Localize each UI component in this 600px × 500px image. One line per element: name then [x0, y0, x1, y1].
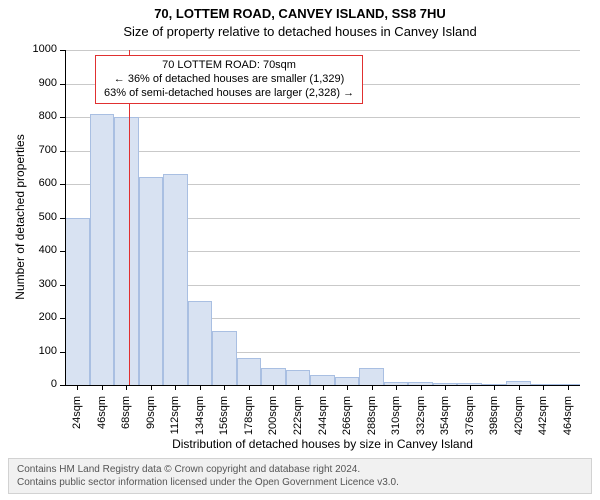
ytick-label: 1000	[0, 43, 57, 55]
annotation-line: 70 LOTTEM ROAD: 70sqm	[104, 59, 354, 73]
xtick-mark	[126, 385, 127, 390]
xtick-mark	[323, 385, 324, 390]
xtick-mark	[372, 385, 373, 390]
gridline	[65, 151, 580, 152]
ytick-label: 100	[0, 345, 57, 357]
xtick-mark	[224, 385, 225, 390]
histogram-bar	[65, 218, 90, 386]
xtick-mark	[102, 385, 103, 390]
y-axis-line	[65, 50, 66, 385]
gridline	[65, 117, 580, 118]
ytick-label: 200	[0, 311, 57, 323]
annotation-line: ← 36% of detached houses are smaller (1,…	[104, 73, 354, 87]
ytick-label: 800	[0, 110, 57, 122]
ytick-label: 900	[0, 77, 57, 89]
xtick-mark	[543, 385, 544, 390]
super-title: 70, LOTTEM ROAD, CANVEY ISLAND, SS8 7HU	[0, 6, 600, 21]
footer-line: Contains HM Land Registry data © Crown c…	[17, 463, 583, 476]
xtick-mark	[445, 385, 446, 390]
annotation-line: 63% of semi-detached houses are larger (…	[104, 87, 354, 101]
xtick-mark	[347, 385, 348, 390]
chart-title: Size of property relative to detached ho…	[0, 24, 600, 39]
histogram-bar	[335, 377, 360, 385]
xtick-mark	[77, 385, 78, 390]
histogram-bar	[188, 301, 213, 385]
x-axis-title: Distribution of detached houses by size …	[65, 437, 580, 451]
ytick-label: 400	[0, 244, 57, 256]
ytick-label: 600	[0, 177, 57, 189]
xtick-mark	[494, 385, 495, 390]
footer-line: Contains public sector information licen…	[17, 476, 583, 489]
histogram-bar	[114, 117, 139, 385]
histogram-bar	[139, 177, 164, 385]
annotation-box: 70 LOTTEM ROAD: 70sqm← 36% of detached h…	[95, 55, 363, 104]
xtick-mark	[273, 385, 274, 390]
footer-attribution: Contains HM Land Registry data © Crown c…	[8, 458, 592, 494]
xtick-mark	[151, 385, 152, 390]
xtick-mark	[396, 385, 397, 390]
xtick-mark	[175, 385, 176, 390]
ytick-label: 0	[0, 378, 57, 390]
histogram-bar	[212, 331, 237, 385]
histogram-bar	[237, 358, 262, 385]
histogram-bar	[261, 368, 286, 385]
ytick-label: 700	[0, 144, 57, 156]
xtick-mark	[470, 385, 471, 390]
histogram-bar	[310, 375, 335, 385]
histogram-bar	[90, 114, 115, 385]
xtick-mark	[421, 385, 422, 390]
xtick-mark	[298, 385, 299, 390]
xtick-mark	[200, 385, 201, 390]
ytick-label: 500	[0, 211, 57, 223]
xtick-mark	[249, 385, 250, 390]
ytick-label: 300	[0, 278, 57, 290]
xtick-mark	[519, 385, 520, 390]
y-axis-title: Number of detached properties	[13, 117, 27, 317]
histogram-bar	[163, 174, 188, 385]
histogram-bar	[286, 370, 311, 385]
histogram-bar	[359, 368, 384, 385]
xtick-mark	[568, 385, 569, 390]
gridline	[65, 50, 580, 51]
